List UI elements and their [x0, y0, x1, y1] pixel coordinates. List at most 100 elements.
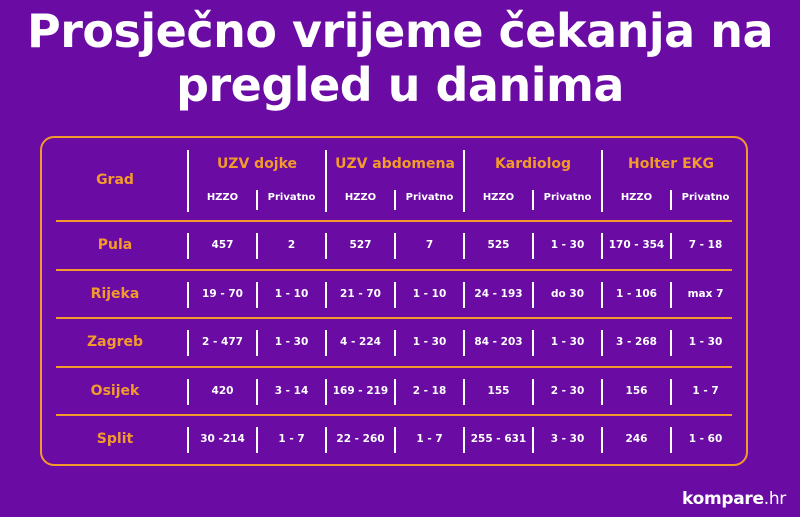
table-row-zagreb: Zagreb 2 - 477 1 - 30 4 - 224 1 - 30 84 … — [42, 319, 746, 367]
value-cell: 2 — [287, 239, 296, 251]
cell-divider — [463, 330, 465, 356]
value-cell: 1 - 7 — [692, 385, 719, 397]
subheader-privatno: Privatno — [267, 192, 316, 203]
cell-divider — [256, 233, 258, 259]
kompare-logo: kompare.hr — [682, 489, 786, 509]
cell-divider — [670, 379, 672, 405]
value-cell: 22 - 260 — [336, 433, 385, 445]
header-subdivider — [394, 190, 396, 210]
subheader-privatno: Privatno — [405, 192, 454, 203]
value-cell: 24 - 193 — [474, 288, 523, 300]
cell-divider — [187, 427, 189, 453]
cell-divider — [463, 233, 465, 259]
value-cell: do 30 — [551, 288, 584, 300]
group-title: UZV abdomena — [335, 156, 455, 172]
cell-divider — [325, 330, 327, 356]
header-divider — [187, 150, 189, 212]
value-cell: 156 — [625, 385, 648, 397]
table-row-pula: Pula 457 2 527 7 525 1 - 30 170 - 354 7 … — [42, 222, 746, 270]
row-separator — [56, 366, 732, 368]
cell-divider — [256, 330, 258, 356]
value-cell: 1 - 30 — [688, 336, 723, 348]
subheader-hzzo: HZZO — [206, 192, 239, 203]
value-cell: 170 - 354 — [608, 239, 665, 251]
cell-divider — [394, 427, 396, 453]
group-title: UZV dojke — [216, 156, 298, 172]
cell-divider — [601, 427, 603, 453]
city-name: Pula — [97, 237, 133, 253]
value-cell: 2 - 30 — [550, 385, 585, 397]
title-line-2: pregled u danima — [176, 58, 624, 112]
table-row-split: Split 30 -214 1 - 7 22 - 260 1 - 7 255 -… — [42, 416, 746, 464]
value-cell: 457 — [211, 239, 234, 251]
value-cell: 1 - 30 — [274, 336, 309, 348]
cell-divider — [601, 282, 603, 308]
table-row-rijeka: Rijeka 19 - 70 1 - 10 21 - 70 1 - 10 24 … — [42, 271, 746, 319]
subheader-hzzo: HZZO — [620, 192, 653, 203]
value-cell: 7 - 18 — [688, 239, 723, 251]
row-separator — [56, 220, 732, 222]
value-cell: 527 — [349, 239, 372, 251]
group-title: Holter EKG — [627, 156, 714, 172]
cell-divider — [187, 379, 189, 405]
value-cell: 1 - 30 — [550, 239, 585, 251]
value-cell: 525 — [487, 239, 510, 251]
cell-divider — [670, 330, 672, 356]
table-row-osijek: Osijek 420 3 - 14 169 - 219 2 - 18 155 2… — [42, 368, 746, 416]
value-cell: 169 - 219 — [332, 385, 389, 397]
cell-divider — [463, 282, 465, 308]
value-cell: 155 — [487, 385, 510, 397]
cell-divider — [325, 233, 327, 259]
value-cell: 2 - 18 — [412, 385, 447, 397]
group-title: Kardiolog — [494, 156, 572, 172]
value-cell: 3 - 30 — [550, 433, 585, 445]
cell-divider — [670, 233, 672, 259]
cell-divider — [187, 330, 189, 356]
logo-tld: .hr — [763, 489, 787, 509]
title-line-1: Prosječno vrijeme čekanja na — [27, 4, 774, 58]
value-cell: 3 - 14 — [274, 385, 309, 397]
subheader-hzzo: HZZO — [482, 192, 515, 203]
cell-divider — [325, 282, 327, 308]
header-subdivider — [670, 190, 672, 210]
value-cell: 1 - 30 — [550, 336, 585, 348]
value-cell: 246 — [625, 433, 648, 445]
value-cell: 1 - 7 — [416, 433, 443, 445]
group-header-uzv-dojke: UZV dojke HZZO Privatno — [188, 150, 326, 214]
cell-divider — [256, 379, 258, 405]
value-cell: 2 - 477 — [202, 336, 243, 348]
cell-divider — [325, 427, 327, 453]
value-cell: 7 — [425, 239, 434, 251]
cell-divider — [187, 282, 189, 308]
cell-divider — [670, 282, 672, 308]
cell-divider — [394, 282, 396, 308]
subheader-privatno: Privatno — [543, 192, 592, 203]
cell-divider — [670, 427, 672, 453]
cell-divider — [532, 233, 534, 259]
cell-divider — [532, 330, 534, 356]
cell-divider — [187, 233, 189, 259]
value-cell: 19 - 70 — [202, 288, 243, 300]
value-cell: 1 - 30 — [412, 336, 447, 348]
value-cell: max 7 — [687, 288, 724, 300]
value-cell: 1 - 106 — [616, 288, 657, 300]
subheader-privatno: Privatno — [681, 192, 730, 203]
value-cell: 4 - 224 — [340, 336, 381, 348]
row-separator — [56, 269, 732, 271]
waiting-time-table: Grad UZV dojke HZZO Privatno UZV abdomen… — [40, 136, 748, 466]
cell-divider — [256, 282, 258, 308]
cell-divider — [394, 379, 396, 405]
cell-divider — [601, 233, 603, 259]
header-divider — [463, 150, 465, 212]
group-header-holter-ekg: Holter EKG HZZO Privatno — [602, 150, 740, 214]
cell-divider — [394, 330, 396, 356]
header-subdivider — [256, 190, 258, 210]
cell-divider — [463, 379, 465, 405]
cell-divider — [394, 233, 396, 259]
header-divider — [601, 150, 603, 212]
value-cell: 1 - 7 — [278, 433, 305, 445]
cell-divider — [463, 427, 465, 453]
cell-divider — [601, 330, 603, 356]
value-cell: 21 - 70 — [340, 288, 381, 300]
header-divider — [325, 150, 327, 212]
